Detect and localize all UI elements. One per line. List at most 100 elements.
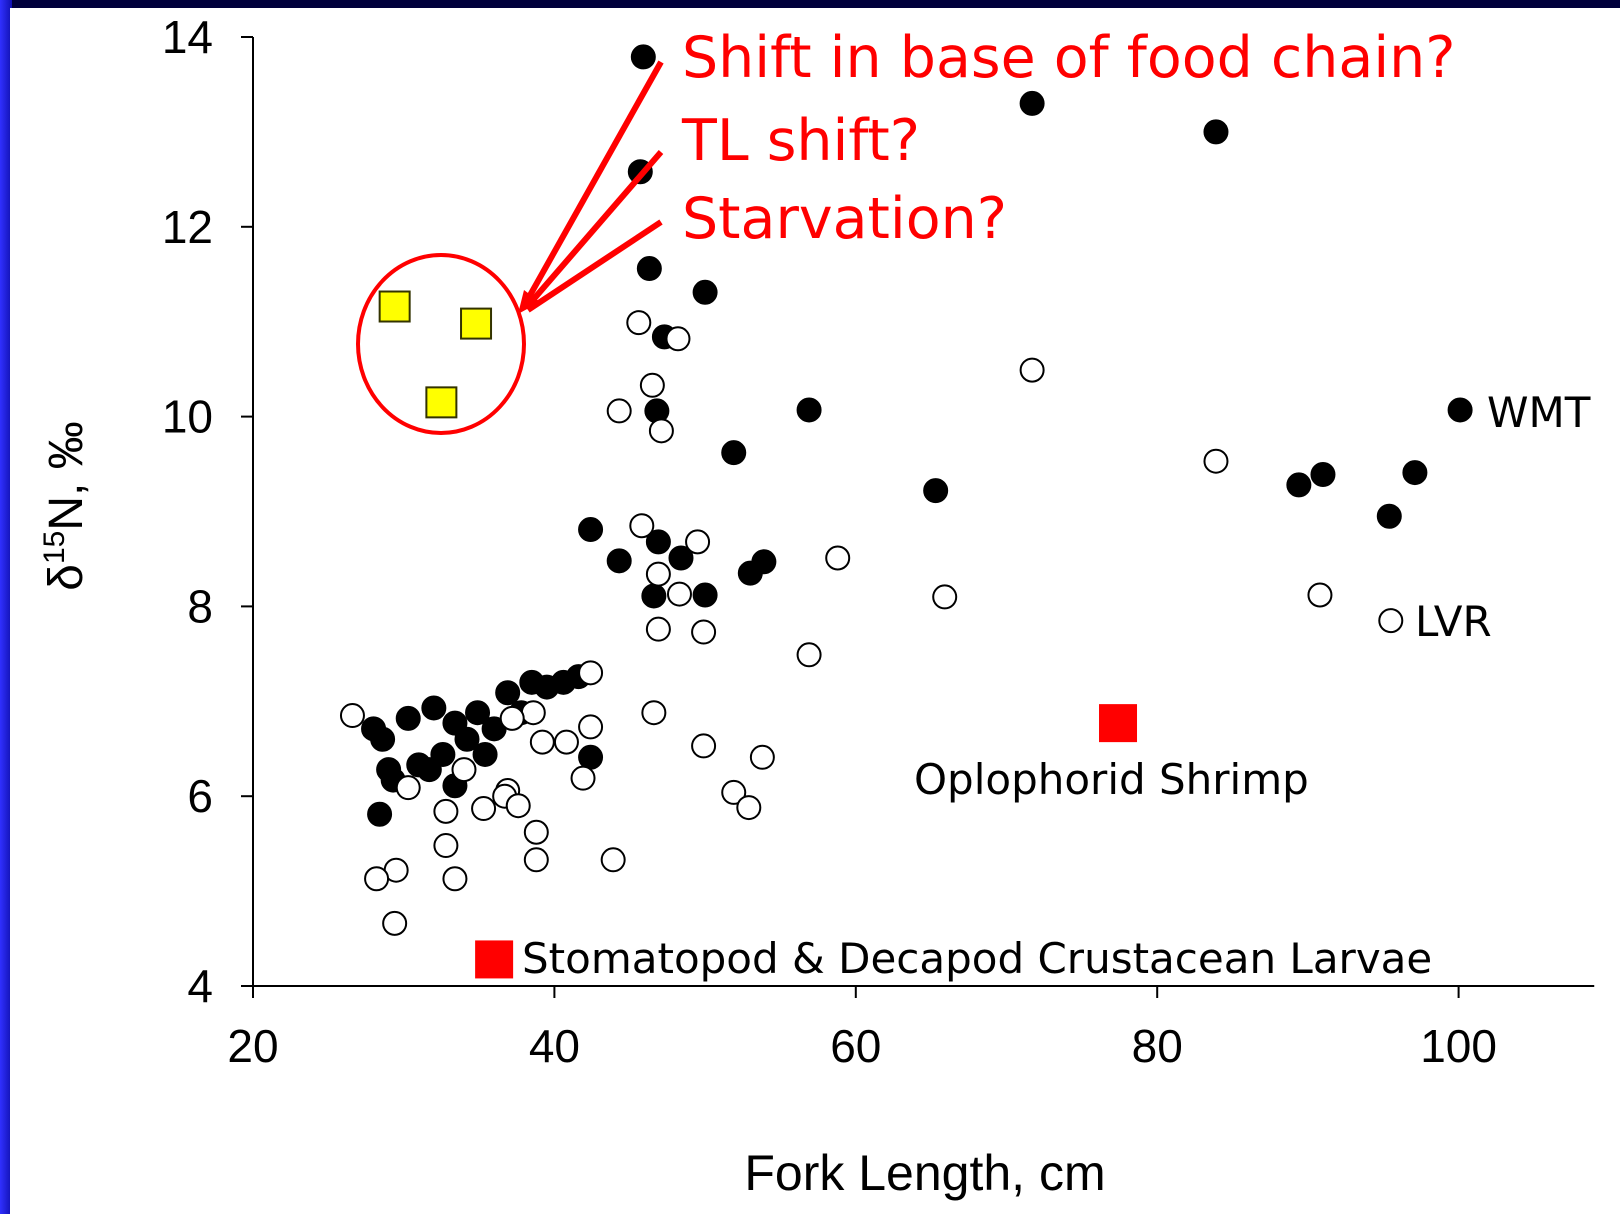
point [645, 529, 671, 555]
y-tick-label: 14 [162, 11, 213, 63]
point [578, 660, 604, 686]
point [1307, 582, 1333, 608]
point [465, 700, 491, 726]
point [1310, 461, 1336, 487]
series-label: WMT [1487, 388, 1591, 437]
point [665, 326, 691, 352]
point [1203, 119, 1229, 145]
point [736, 795, 762, 821]
square-point [425, 386, 458, 419]
x-axis-label: Fork Length, cm [744, 1145, 1105, 1201]
y-tick-label: 12 [162, 201, 213, 253]
square-point [460, 307, 493, 340]
square-point [475, 940, 514, 979]
point [367, 801, 393, 827]
point [395, 775, 421, 801]
point [499, 705, 525, 731]
plot-background [10, 8, 1620, 1214]
y-axis-label: δ15N, ‰ [38, 421, 93, 590]
point [421, 695, 447, 721]
square-point [1099, 704, 1138, 743]
point [553, 729, 579, 755]
point [721, 779, 747, 805]
point [495, 680, 521, 706]
point [668, 545, 694, 571]
annotation: Starvation? [682, 186, 1007, 252]
y-tick-label: 8 [187, 580, 213, 632]
point [648, 418, 674, 444]
annotation: TL shift? [681, 108, 920, 174]
point [451, 757, 477, 783]
point [636, 256, 662, 282]
frame-edge [0, 0, 12, 1214]
point [626, 310, 652, 336]
point [1447, 397, 1473, 423]
point [796, 642, 822, 668]
point [666, 581, 692, 607]
point [529, 729, 555, 755]
highlight-circle [356, 253, 526, 435]
point [442, 866, 468, 892]
point [641, 700, 667, 726]
point [1378, 608, 1404, 634]
series-label: LVR [1415, 597, 1492, 646]
point [416, 757, 442, 783]
x-tick-label: 100 [1420, 1020, 1497, 1072]
point [825, 545, 851, 571]
point [471, 796, 497, 822]
point [692, 279, 718, 305]
point [629, 513, 655, 539]
point [721, 440, 747, 466]
y-tick-label: 4 [187, 960, 213, 1012]
point [578, 744, 604, 770]
series-label: Oplophorid Shrimp [914, 755, 1309, 804]
point [1019, 357, 1045, 383]
point [923, 478, 949, 504]
y-label-text: N, ‰ [40, 421, 93, 530]
point [751, 549, 777, 575]
x-tick-label: 80 [1132, 1020, 1183, 1072]
point [364, 866, 390, 892]
point [685, 529, 711, 555]
point [433, 798, 459, 824]
point [570, 765, 596, 791]
y-tick-label: 10 [162, 391, 213, 443]
point [339, 703, 365, 729]
point [932, 584, 958, 610]
point [1203, 448, 1229, 474]
point [691, 619, 717, 645]
x-tick-label: 60 [830, 1020, 881, 1072]
point [645, 561, 671, 587]
point [600, 847, 626, 873]
point [691, 733, 717, 759]
point [1376, 503, 1402, 529]
point [692, 582, 718, 608]
arrows [521, 60, 664, 313]
y-label-superscript: 15 [38, 531, 71, 564]
point [520, 700, 546, 726]
point [606, 398, 632, 424]
point [370, 726, 396, 752]
y-tick-label: 6 [187, 770, 213, 822]
point [395, 705, 421, 731]
point [472, 741, 498, 767]
point [523, 847, 549, 873]
point [433, 833, 459, 859]
arrow-head [518, 290, 540, 314]
square-point [378, 290, 411, 323]
point [1286, 472, 1312, 498]
point [606, 548, 632, 574]
axes: 20 40 60 80 100 4 6 8 10 12 14 [162, 11, 1595, 1072]
point [578, 714, 604, 740]
point [630, 44, 656, 70]
point [1019, 90, 1045, 116]
y-label-symbol: δ [40, 564, 93, 591]
point [523, 819, 549, 845]
point [578, 517, 604, 543]
point [505, 793, 531, 819]
annotation: Shift in base of food chain? [682, 25, 1456, 91]
x-tick-label: 40 [529, 1020, 580, 1072]
point [1402, 460, 1428, 486]
point [645, 616, 671, 642]
